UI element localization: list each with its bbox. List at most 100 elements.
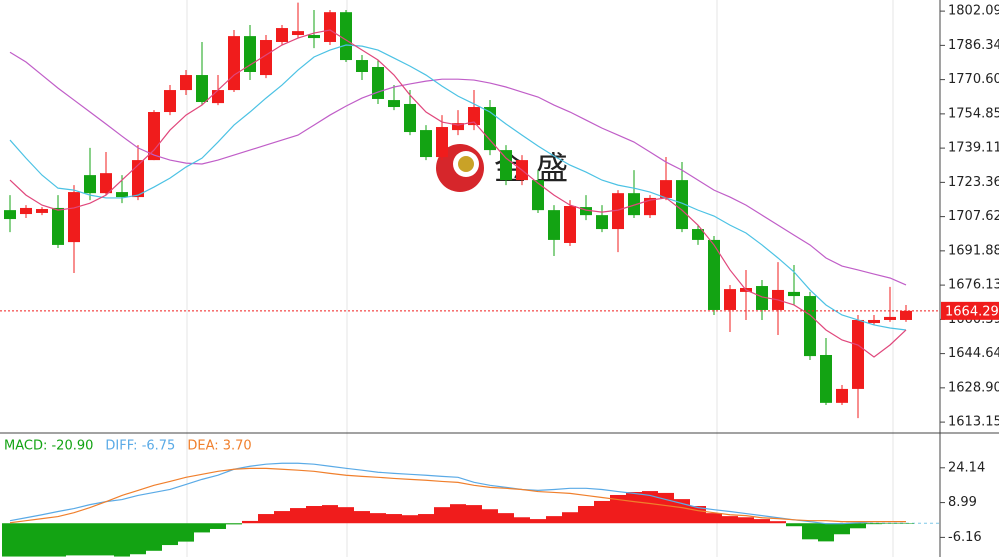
macd-bar	[658, 492, 674, 524]
macd-bar	[626, 491, 642, 524]
candle-body	[324, 12, 336, 42]
macd-bar	[82, 523, 98, 556]
candle-body	[132, 160, 144, 198]
macd-bar	[418, 514, 434, 524]
candle-body	[868, 319, 880, 324]
macd-bar	[450, 504, 466, 524]
macd-bar	[194, 523, 210, 533]
y-tick-label: 1786.34	[948, 38, 999, 53]
macd-bar	[770, 521, 786, 524]
macd-bar	[2, 523, 18, 557]
macd-bar	[562, 512, 578, 524]
macd-bar	[114, 523, 130, 557]
macd-bar	[130, 523, 146, 555]
macd-bar	[850, 523, 866, 529]
macd-bar	[290, 508, 306, 524]
candle-body	[20, 207, 32, 215]
legend-label: DEA: 3.70	[187, 439, 251, 454]
candle-body	[148, 112, 160, 161]
macd-bar	[866, 523, 882, 525]
candle-body	[548, 210, 560, 240]
candle-body	[900, 310, 912, 320]
candle-body	[276, 28, 288, 42]
macd-bar	[482, 509, 498, 524]
candle-body	[52, 207, 64, 245]
y-tick-label: 1628.90	[948, 380, 999, 395]
macd-bar	[386, 514, 402, 524]
candle-body	[340, 12, 352, 61]
macd-bar	[370, 513, 386, 524]
macd-bar	[178, 523, 194, 542]
y-tick-label: 1802.09	[948, 4, 999, 19]
candle-body	[68, 192, 80, 243]
macd-bar	[354, 511, 370, 524]
macd-bar	[818, 523, 834, 542]
macd-bar	[498, 513, 514, 524]
y-tick-label: 1739.11	[948, 141, 999, 156]
candle-body	[420, 130, 432, 158]
legend-label: MACD: -20.90	[4, 439, 93, 454]
candle-body	[292, 31, 304, 36]
candle-body	[308, 35, 320, 39]
candle-body	[180, 75, 192, 91]
candle-body	[836, 388, 848, 403]
candle-body	[468, 107, 480, 126]
candle-body	[660, 180, 672, 198]
macd-bar	[706, 513, 722, 524]
macd-bar	[594, 500, 610, 524]
y-tick-label: 1613.15	[948, 415, 999, 430]
candle-body	[404, 103, 416, 133]
macd-bar	[274, 511, 290, 524]
candle-body	[644, 197, 656, 216]
macd-bar	[146, 523, 162, 551]
candle-body	[452, 123, 464, 131]
macd-bar	[226, 523, 242, 525]
candle-body	[260, 40, 272, 76]
macd-bar	[722, 516, 738, 524]
candle-body	[852, 319, 864, 389]
candle-body	[228, 36, 240, 91]
macd-bar	[802, 523, 818, 540]
macd-bar	[50, 523, 66, 557]
candle-body	[580, 207, 592, 216]
candle-body	[532, 180, 544, 211]
candle-body	[244, 36, 256, 72]
candle-body	[100, 173, 112, 194]
macd-bar	[578, 506, 594, 524]
candle-body	[36, 209, 48, 213]
candle-body	[500, 150, 512, 181]
macd-bar	[66, 523, 82, 556]
candle-body	[436, 127, 448, 158]
candle-body	[212, 90, 224, 104]
candle-body	[484, 107, 496, 151]
macd-bar	[674, 499, 690, 524]
macd-bar	[898, 523, 914, 524]
macd-bar	[18, 523, 34, 557]
y-tick-label: 1676.13	[948, 278, 999, 293]
candle-body	[708, 239, 720, 310]
macd-bar	[210, 523, 226, 529]
macd-bar	[882, 523, 898, 524]
macd-bar	[258, 514, 274, 524]
candle-body	[676, 180, 688, 230]
logo	[458, 156, 474, 172]
candle-body	[596, 215, 608, 230]
y-tick-label: 1770.60	[948, 72, 999, 87]
y-tick-label: 1723.36	[948, 175, 999, 190]
macd-bar	[338, 507, 354, 524]
candle-body	[564, 205, 576, 243]
candle-body	[116, 192, 128, 198]
macd-bar	[466, 505, 482, 524]
candle-body	[356, 60, 368, 72]
macd-bar	[786, 523, 802, 527]
candle-body	[788, 291, 800, 297]
macd-bar	[610, 494, 626, 524]
candle-body	[724, 289, 736, 310]
y-tick-label: -6.16	[948, 530, 982, 545]
macd-bar	[322, 505, 338, 524]
macd-bar	[530, 519, 546, 524]
candle-body	[4, 210, 16, 220]
y-tick-label: 1707.62	[948, 209, 999, 224]
candle-body	[820, 354, 832, 403]
macd-bar	[98, 523, 114, 556]
